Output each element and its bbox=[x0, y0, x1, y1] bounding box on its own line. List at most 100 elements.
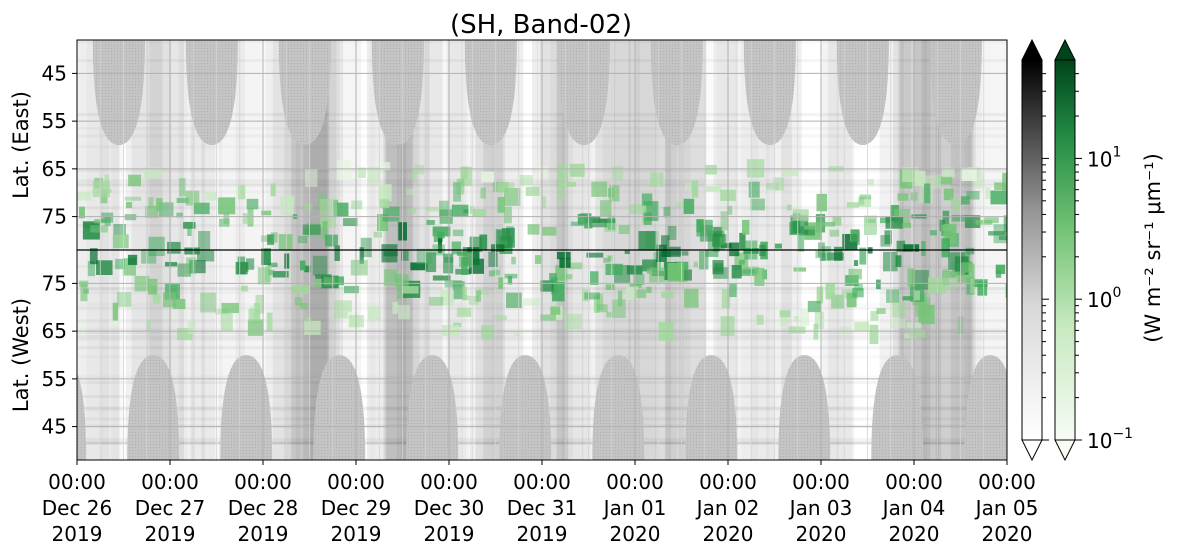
emission-cell bbox=[187, 221, 192, 236]
emission-cell bbox=[92, 180, 110, 198]
emission-cell bbox=[146, 319, 151, 332]
emission-cell bbox=[453, 182, 461, 202]
emission-cell bbox=[165, 262, 178, 267]
emission-cell bbox=[596, 304, 608, 313]
emission-cell bbox=[821, 221, 836, 227]
emission-cell bbox=[589, 218, 608, 228]
emission-cell bbox=[960, 196, 970, 205]
emission-cell bbox=[577, 213, 587, 225]
emission-cell bbox=[383, 251, 398, 257]
emission-cell bbox=[456, 307, 472, 317]
no-data-lobe-east bbox=[650, 40, 703, 145]
emission-cell bbox=[144, 167, 163, 179]
emission-cell bbox=[125, 201, 133, 209]
emission-cell bbox=[853, 260, 859, 266]
emission-cell bbox=[714, 263, 724, 272]
emission-cell bbox=[590, 271, 599, 285]
emission-cell bbox=[605, 263, 623, 276]
no-data-lobe-east bbox=[557, 40, 610, 145]
x-tick-label: Dec 26 bbox=[42, 496, 113, 520]
emission-cell bbox=[756, 314, 764, 325]
emission-cell bbox=[930, 230, 938, 236]
emission-cell bbox=[494, 229, 510, 249]
emission-cell bbox=[456, 178, 465, 195]
emission-cell bbox=[848, 268, 862, 280]
emission-cell bbox=[451, 204, 469, 217]
emission-cell bbox=[995, 264, 1006, 274]
no-data-lobe-west bbox=[127, 355, 180, 460]
emission-cell bbox=[902, 296, 913, 301]
emission-cell bbox=[729, 242, 740, 257]
emission-cell bbox=[1005, 284, 1007, 298]
emission-cell bbox=[885, 216, 904, 229]
no-data-lobe-west bbox=[592, 355, 645, 460]
emission-cell bbox=[624, 249, 630, 254]
emission-cell bbox=[852, 287, 864, 298]
emission-cell bbox=[699, 250, 709, 270]
emission-cell bbox=[766, 183, 779, 190]
emission-cell bbox=[713, 226, 723, 237]
emission-cell bbox=[754, 267, 765, 286]
emission-cell bbox=[970, 278, 975, 294]
emission-cell bbox=[750, 198, 765, 211]
emission-cell bbox=[563, 314, 582, 330]
emission-cell bbox=[492, 269, 501, 276]
emission-cell bbox=[378, 184, 392, 202]
emission-cell bbox=[646, 286, 652, 293]
emission-cell bbox=[477, 288, 489, 295]
emission-cell bbox=[109, 320, 120, 326]
emission-cell bbox=[869, 324, 879, 345]
y-tick-label: 55 bbox=[42, 109, 67, 133]
emission-cell bbox=[247, 319, 264, 336]
emission-cell bbox=[480, 187, 486, 199]
emission-cell bbox=[859, 247, 867, 265]
no-data-lobe-east bbox=[92, 40, 145, 145]
emission-cell bbox=[603, 257, 611, 263]
emission-cell bbox=[560, 274, 573, 280]
x-tick-label: 00:00 bbox=[234, 470, 292, 494]
emission-cell bbox=[816, 286, 824, 304]
emission-cell bbox=[813, 323, 819, 340]
x-tick-label: Dec 29 bbox=[321, 496, 392, 520]
emission-cell bbox=[704, 250, 719, 257]
y-tick-label: 75 bbox=[42, 205, 67, 229]
emission-cell bbox=[78, 322, 86, 334]
emission-cell bbox=[79, 206, 85, 219]
emission-cell bbox=[374, 162, 391, 171]
emission-cell bbox=[204, 191, 218, 201]
emission-cell bbox=[988, 231, 1006, 236]
x-tick-label: 2020 bbox=[889, 522, 940, 546]
emission-cell bbox=[80, 282, 88, 302]
emission-cell bbox=[438, 237, 443, 254]
emission-cell bbox=[77, 192, 92, 201]
emission-cell bbox=[410, 262, 428, 271]
emission-cell bbox=[479, 234, 488, 251]
emission-cell bbox=[451, 241, 461, 255]
emission-cell bbox=[551, 277, 558, 295]
emission-cell bbox=[570, 221, 584, 226]
no-data-lobe-east bbox=[836, 40, 889, 145]
emission-cell bbox=[145, 205, 158, 218]
emission-cell bbox=[299, 260, 306, 271]
emission-cell bbox=[294, 297, 303, 306]
no-data-lobe-west bbox=[77, 372, 87, 460]
emission-cell bbox=[304, 168, 318, 187]
emission-cell bbox=[493, 315, 507, 321]
emission-cell bbox=[661, 291, 674, 298]
emission-cell bbox=[248, 308, 260, 322]
emission-cell bbox=[291, 285, 310, 295]
emission-cell bbox=[519, 174, 533, 186]
emission-cell bbox=[176, 212, 183, 218]
emission-cell bbox=[235, 261, 248, 275]
no-data-lobe-west bbox=[778, 355, 831, 460]
emission-cell bbox=[241, 285, 248, 292]
emission-cell bbox=[312, 255, 328, 276]
emission-cell bbox=[373, 231, 382, 238]
emission-cell bbox=[921, 241, 926, 256]
emission-cell bbox=[858, 196, 872, 207]
emission-cell bbox=[845, 275, 859, 286]
x-tick-label: 2019 bbox=[52, 522, 103, 546]
emission-cell bbox=[124, 196, 142, 201]
emission-cell bbox=[87, 261, 96, 277]
no-data-lobe-west bbox=[685, 355, 738, 460]
